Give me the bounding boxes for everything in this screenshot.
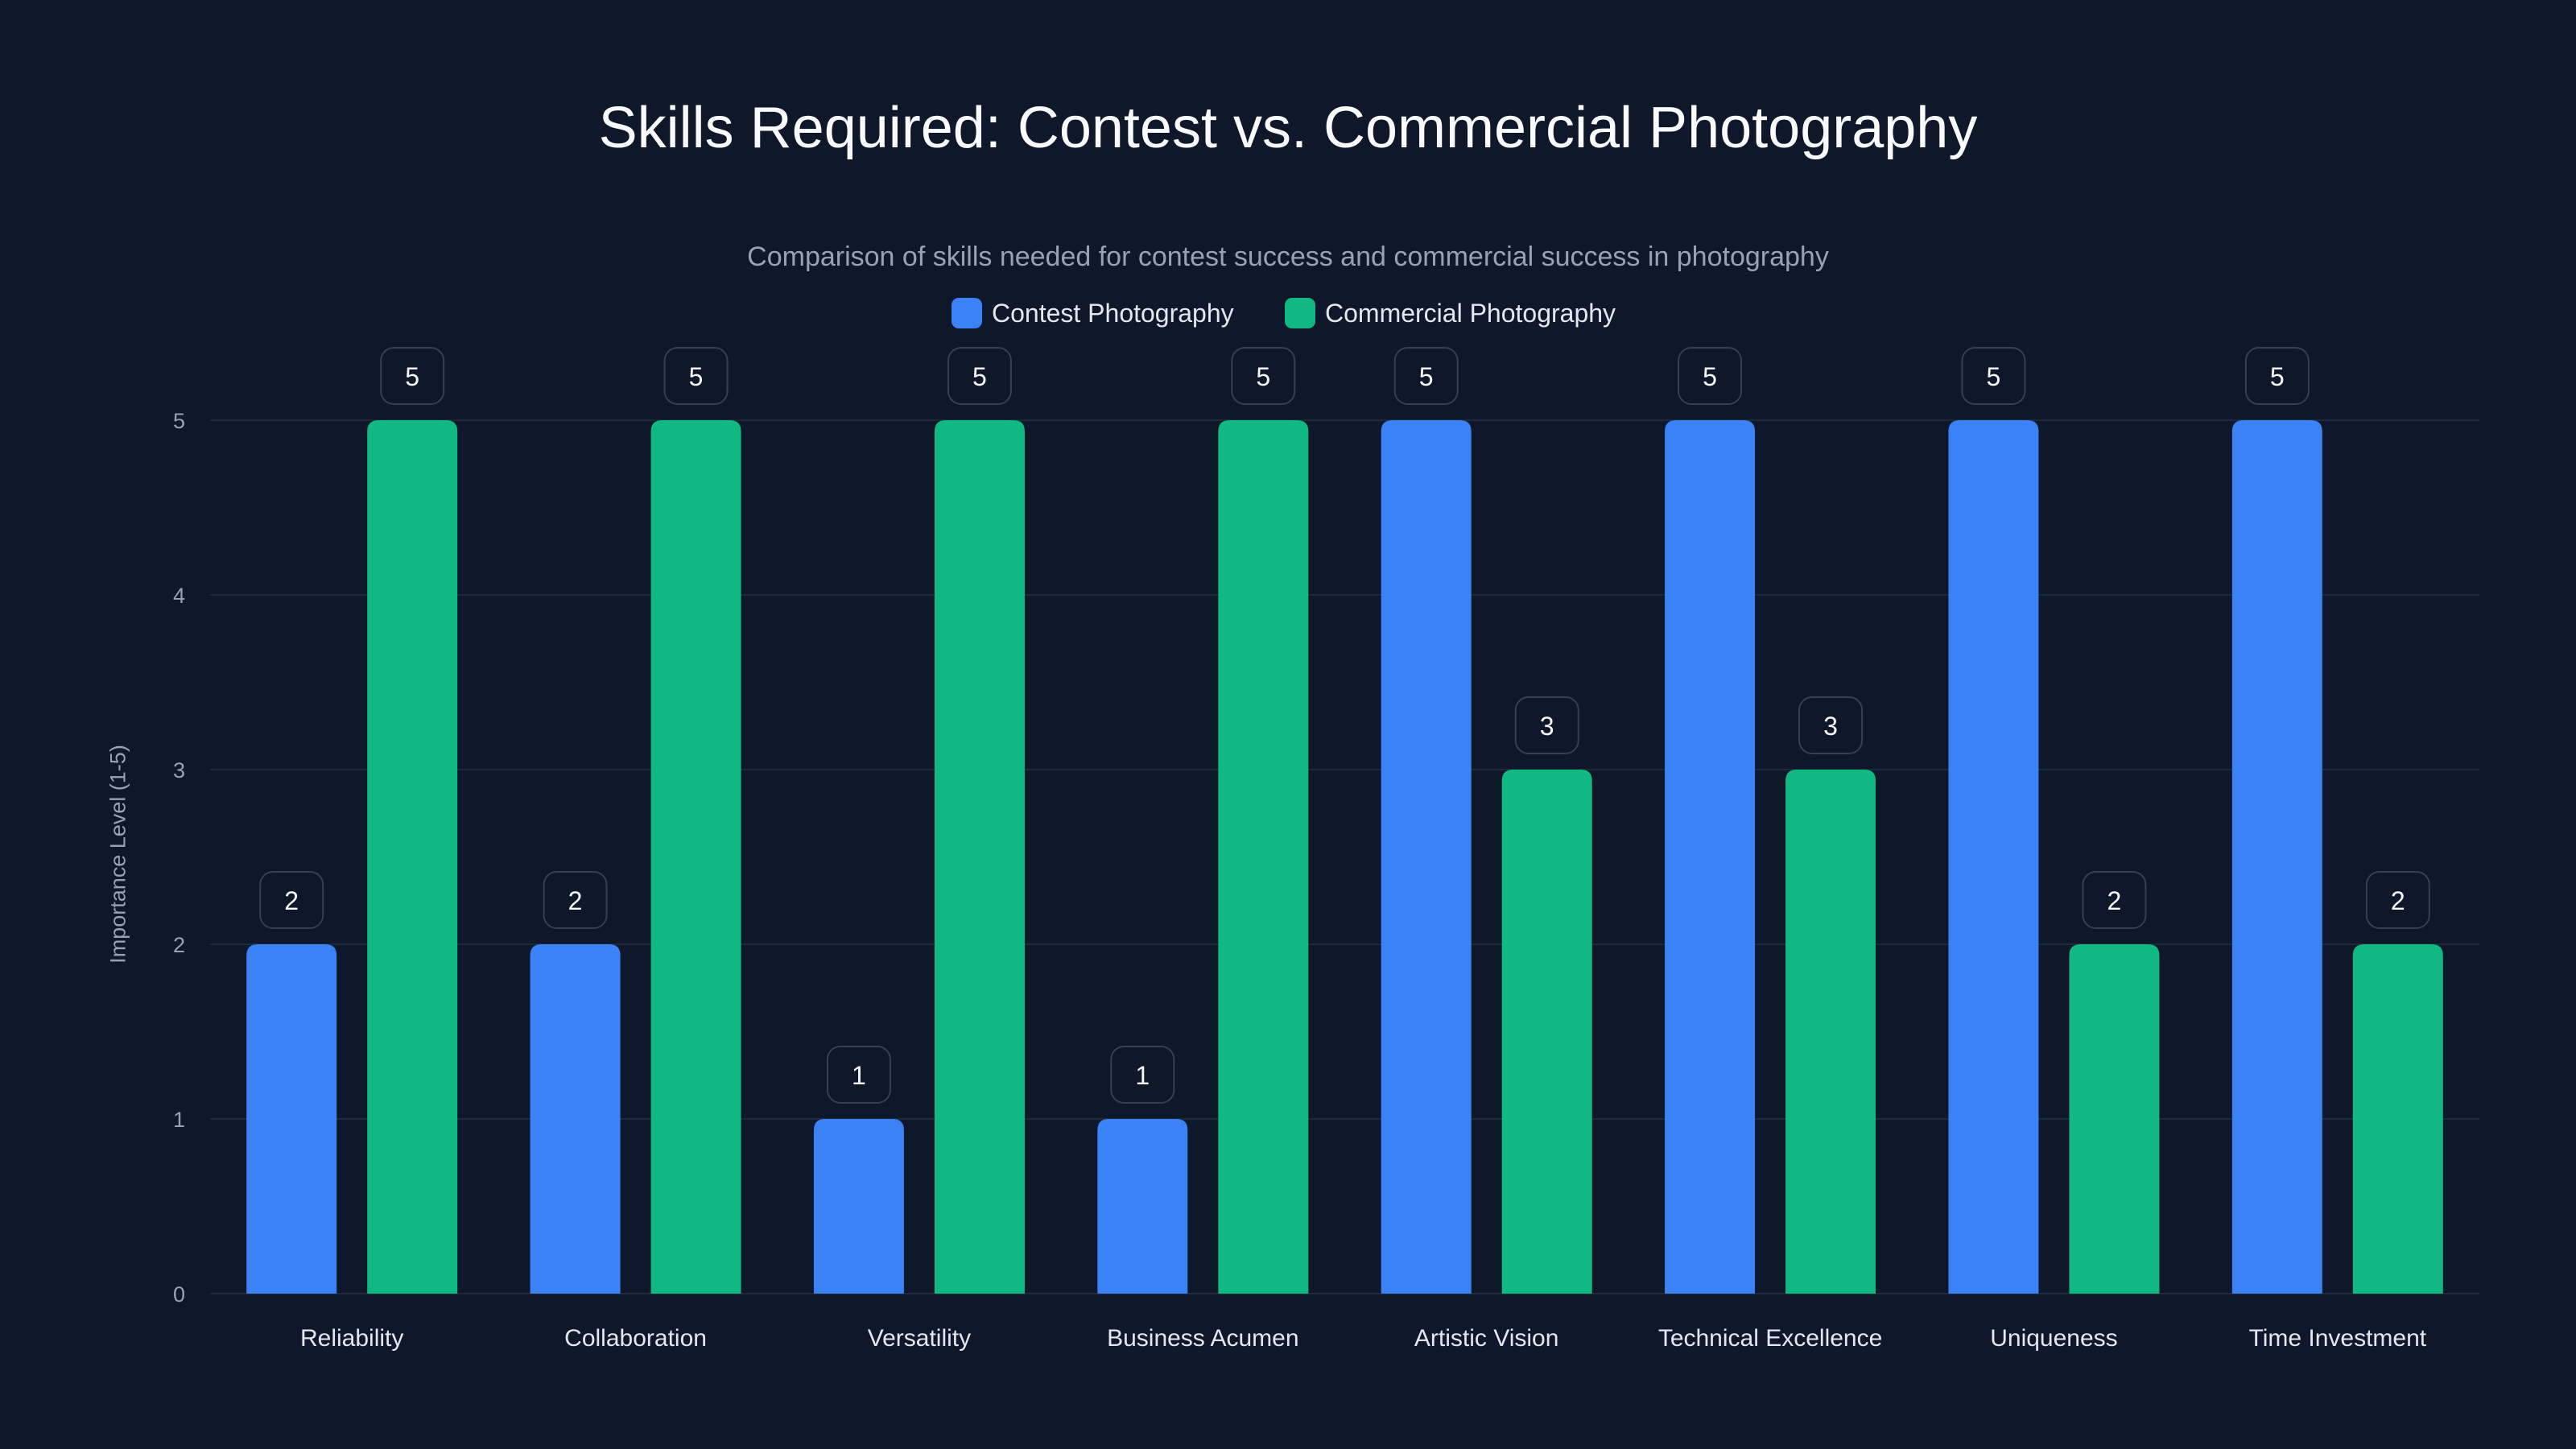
data-label-box (380, 347, 445, 405)
bar-commercial[interactable] (367, 420, 458, 1294)
data-label: 3 (1540, 712, 1554, 741)
bar-contest[interactable] (1948, 420, 2039, 1294)
legend-swatch-commercial (1285, 298, 1315, 328)
x-tick-label: Business Acumen (1107, 1325, 1298, 1352)
legend: Contest Photography Commercial Photograp… (0, 298, 2576, 333)
bar-contest[interactable] (1665, 420, 1756, 1294)
data-label: 5 (689, 362, 704, 391)
data-label-box (947, 347, 1012, 405)
bar-commercial[interactable] (1785, 770, 1876, 1294)
data-label: 5 (1256, 362, 1270, 391)
data-label-box (1961, 347, 2026, 405)
bar-commercial[interactable] (1218, 420, 1309, 1294)
data-label-box (543, 871, 608, 929)
data-label-box (2244, 347, 2310, 405)
data-label-box (1393, 347, 1459, 405)
legend-item-commercial[interactable]: Commercial Photography (1285, 298, 1616, 328)
data-label-box (259, 871, 324, 929)
y-tick-label: 1 (173, 1108, 185, 1132)
y-tick-label: 3 (173, 758, 185, 782)
data-label: 5 (972, 362, 987, 391)
bar-commercial[interactable] (1501, 770, 1592, 1294)
data-label-box (1798, 696, 1864, 754)
data-label-box (1514, 696, 1579, 754)
data-label-box (826, 1046, 891, 1104)
data-label-box (2082, 871, 2147, 929)
y-tick-label: 0 (173, 1282, 185, 1307)
bar-contest[interactable] (1097, 1119, 1188, 1294)
legend-label-contest: Contest Photography (992, 298, 1234, 328)
y-tick-label: 4 (173, 584, 185, 608)
data-label-box (663, 347, 729, 405)
y-tick-label: 2 (173, 933, 185, 957)
x-tick-label: Technical Excellence (1658, 1325, 1882, 1352)
data-label-box (1110, 1046, 1175, 1104)
x-tick-label: Artistic Vision (1414, 1325, 1559, 1352)
bar-commercial[interactable] (650, 420, 741, 1294)
data-label: 5 (1419, 362, 1434, 391)
bar-contest[interactable] (530, 944, 621, 1294)
x-tick-label: Reliability (300, 1325, 403, 1352)
data-label: 1 (1135, 1061, 1150, 1090)
x-tick-label: Versatility (868, 1325, 971, 1352)
data-label: 2 (568, 886, 583, 915)
bar-commercial[interactable] (934, 420, 1025, 1294)
data-label: 5 (2270, 362, 2285, 391)
data-label: 5 (1987, 362, 2001, 391)
data-label: 5 (405, 362, 419, 391)
chart-title: Skills Required: Contest vs. Commercial … (598, 96, 1978, 160)
x-tick-label: Uniqueness (1990, 1325, 2117, 1352)
data-label-box (2365, 871, 2430, 929)
bar-commercial[interactable] (2069, 944, 2160, 1294)
bar-contest[interactable] (813, 1119, 904, 1294)
bar-contest[interactable] (2231, 420, 2322, 1294)
data-label: 2 (284, 886, 299, 915)
legend-label-commercial: Commercial Photography (1325, 298, 1616, 328)
x-tick-label: Time Investment (2249, 1325, 2427, 1352)
bar-commercial[interactable] (2352, 944, 2443, 1294)
data-label: 2 (2391, 886, 2405, 915)
data-label: 2 (2107, 886, 2122, 915)
data-label: 3 (1823, 712, 1838, 741)
data-label-box (1231, 347, 1296, 405)
y-tick-label: 5 (173, 409, 185, 433)
x-tick-label: Collaboration (564, 1325, 707, 1352)
bar-contest[interactable] (1381, 420, 1472, 1294)
bar-contest[interactable] (246, 944, 337, 1294)
data-label: 1 (852, 1061, 866, 1090)
data-label: 5 (1703, 362, 1717, 391)
data-label-box (1678, 347, 1743, 405)
legend-item-contest[interactable]: Contest Photography (952, 298, 1234, 328)
chart-subtitle: Comparison of skills needed for contest … (747, 242, 1829, 272)
legend-swatch-contest (952, 298, 982, 328)
